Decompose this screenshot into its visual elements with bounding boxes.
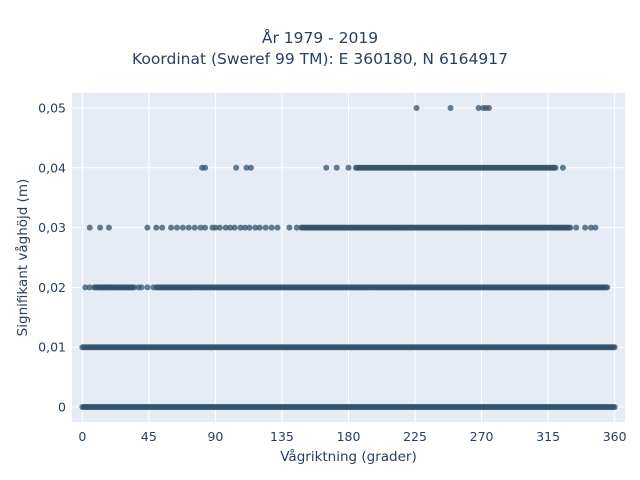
y-axis-title: Signifikant våghöjd (m) (14, 179, 31, 337)
data-point (144, 224, 151, 231)
data-point (552, 164, 559, 171)
y-tick-label: 0,05 (38, 100, 66, 115)
data-point (107, 284, 114, 291)
data-point (274, 224, 281, 231)
data-point (138, 284, 145, 291)
data-point (202, 164, 209, 171)
data-points (79, 104, 618, 411)
data-point (447, 104, 454, 111)
data-point (485, 104, 492, 111)
chart-title-line-1: År 1979 - 2019 (261, 29, 379, 47)
data-point (150, 284, 157, 291)
data-point (237, 224, 244, 231)
data-point (105, 224, 112, 231)
data-point (345, 164, 352, 171)
data-point (212, 224, 219, 231)
data-point (86, 284, 93, 291)
y-tick-label: 0,01 (38, 340, 66, 355)
data-point (144, 284, 151, 291)
data-point (222, 224, 229, 231)
data-point (243, 164, 250, 171)
data-point (323, 164, 330, 171)
data-point (179, 224, 186, 231)
data-point (268, 224, 275, 231)
data-point (293, 224, 300, 231)
data-point (567, 224, 574, 231)
x-tick-label: 45 (141, 429, 157, 444)
x-tick-label: 315 (536, 429, 560, 444)
data-point (252, 224, 259, 231)
data-point (262, 224, 269, 231)
data-point (227, 224, 234, 231)
data-point (231, 224, 238, 231)
data-point (173, 224, 180, 231)
x-axis-title: Vågriktning (grader) (280, 448, 417, 465)
data-point (587, 224, 594, 231)
data-point (333, 164, 340, 171)
data-point (592, 224, 599, 231)
data-point (185, 224, 192, 231)
chart-title-line-2: Koordinat (Sweref 99 TM): E 360180, N 61… (132, 50, 508, 68)
data-point (286, 224, 293, 231)
data-point (159, 224, 166, 231)
data-point (131, 284, 138, 291)
x-tick-label: 0 (78, 429, 86, 444)
data-point (191, 224, 198, 231)
y-tick-label: 0,02 (38, 280, 66, 295)
data-point (573, 224, 580, 231)
data-point (246, 224, 253, 231)
data-point (242, 224, 248, 231)
x-tick-label: 270 (470, 429, 494, 444)
y-axis-ticks: 0 0,01 0,02 0,03 0,04 0,05 (38, 100, 66, 414)
data-point (604, 284, 611, 291)
data-point (168, 224, 175, 231)
data-point (202, 224, 209, 231)
data-point (103, 284, 110, 291)
data-point (98, 284, 105, 291)
x-tick-label: 180 (337, 429, 361, 444)
x-tick-label: 225 (403, 429, 427, 444)
data-point (413, 104, 420, 111)
y-tick-label: 0,04 (38, 160, 66, 175)
y-tick-label: 0 (58, 400, 66, 415)
data-point (475, 104, 482, 111)
data-point (247, 164, 254, 171)
x-axis-ticks: 0 45 90 135 180 225 270 315 360 (78, 429, 626, 444)
data-point (153, 224, 160, 231)
data-point (197, 224, 204, 231)
x-tick-label: 90 (207, 429, 223, 444)
data-point (559, 164, 566, 171)
x-tick-label: 360 (603, 429, 627, 444)
data-point (611, 344, 618, 351)
data-point (233, 164, 240, 171)
data-point (611, 404, 618, 411)
y-tick-label: 0,03 (38, 220, 66, 235)
data-point (582, 224, 589, 231)
x-tick-label: 135 (270, 429, 294, 444)
data-point (216, 224, 223, 231)
data-point (256, 224, 263, 231)
data-point (86, 224, 93, 231)
data-point (82, 284, 89, 291)
data-point (97, 224, 104, 231)
